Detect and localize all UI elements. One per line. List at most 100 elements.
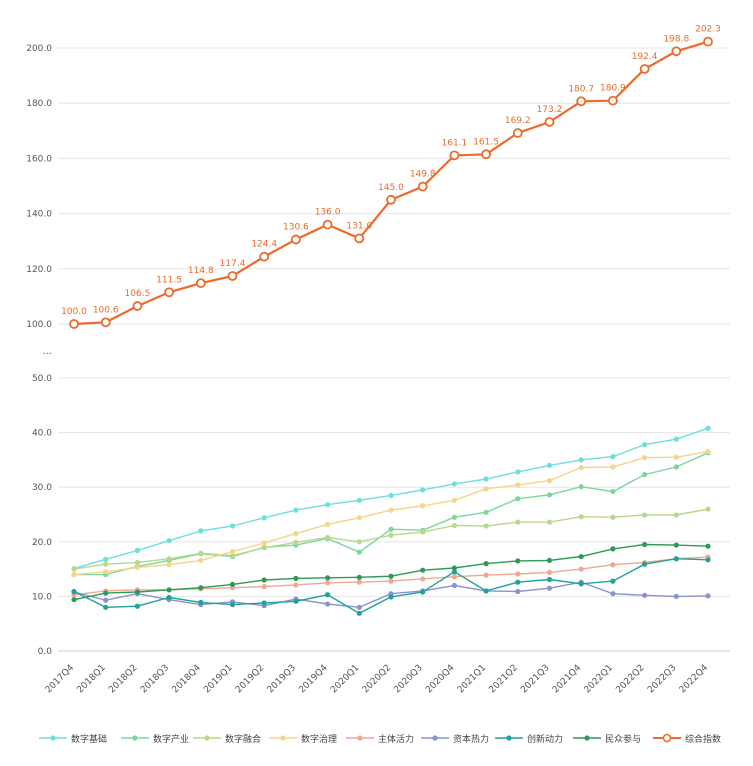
legend-item[interactable]: 资本热力 xyxy=(420,730,489,746)
data-point xyxy=(705,449,711,455)
legend-label: 资本热力 xyxy=(453,734,490,745)
data-point xyxy=(705,425,711,431)
data-point xyxy=(610,514,616,520)
data-label: 100.0 xyxy=(61,307,87,317)
data-point xyxy=(198,528,204,534)
data-point xyxy=(451,582,457,589)
data-point xyxy=(451,569,457,575)
data-point xyxy=(515,579,521,585)
data-point xyxy=(293,539,299,545)
data-point xyxy=(512,128,523,138)
y-tick-label: 0.0 xyxy=(38,647,53,657)
data-point xyxy=(610,562,616,568)
data-point xyxy=(259,251,270,262)
data-point xyxy=(166,594,172,601)
data-label: 202.3 xyxy=(695,25,721,35)
data-point xyxy=(290,234,301,245)
data-point xyxy=(198,550,204,556)
data-point xyxy=(198,599,204,606)
data-point xyxy=(261,577,267,583)
x-tick-label: 2021Q2 xyxy=(488,663,520,695)
data-point xyxy=(293,507,299,513)
data-point xyxy=(198,585,204,591)
legend-item[interactable]: 主体活力 xyxy=(345,730,414,746)
x-tick-label: 2020Q3 xyxy=(392,663,424,695)
data-point xyxy=(71,571,77,578)
x-tick-label: 2018Q1 xyxy=(75,663,107,695)
line-chart: 100.0 120.0 140.0 160.0 180.0 200.0 0.0 10.0 20.… xyxy=(26,25,730,696)
data-point xyxy=(451,565,457,571)
data-point xyxy=(608,95,618,106)
y-tick-label: 50.0 xyxy=(32,374,52,384)
legend-label: 主体活力 xyxy=(378,734,415,745)
data-point xyxy=(546,462,553,468)
data-point xyxy=(420,589,426,595)
y-tick-label: 120.0 xyxy=(26,265,52,275)
data-point xyxy=(293,531,299,537)
data-point xyxy=(671,46,682,57)
data-point xyxy=(515,469,521,475)
data-point xyxy=(673,464,679,470)
data-point xyxy=(420,567,426,573)
data-label: 180.7 xyxy=(568,84,594,94)
data-point xyxy=(515,519,521,525)
legend-item[interactable]: 数字融合 xyxy=(192,730,261,746)
x-tick-label: 2020Q2 xyxy=(361,663,393,695)
data-point xyxy=(356,549,362,555)
data-point xyxy=(546,569,553,575)
legend-item[interactable]: 数字治理 xyxy=(268,730,337,746)
legend-item[interactable]: 综合指数 xyxy=(652,730,721,746)
data-point xyxy=(103,569,109,575)
chart-legend: 数字基础 数字产业 数字融合 数字治理 主体活力 资本热力 创新动力 民众参与 综合指数 xyxy=(0,730,753,748)
legend-item[interactable]: 数字产业 xyxy=(120,730,189,746)
data-point xyxy=(325,502,331,508)
data-point xyxy=(134,589,140,595)
data-label: 114.8 xyxy=(188,266,214,276)
data-label: 124.4 xyxy=(251,240,277,250)
data-point xyxy=(451,514,457,520)
data-point xyxy=(449,150,460,161)
legend-label: 数字治理 xyxy=(301,734,338,745)
data-point xyxy=(356,497,362,503)
x-tick-label: 2020Q4 xyxy=(424,663,457,696)
data-point xyxy=(325,534,331,541)
data-point xyxy=(71,566,77,572)
legend-item[interactable]: 数字基础 xyxy=(38,730,107,746)
legend-swatch xyxy=(193,735,221,741)
data-point xyxy=(451,522,457,529)
data-point xyxy=(420,503,426,509)
data-point xyxy=(69,319,79,329)
data-point xyxy=(705,593,711,599)
data-point xyxy=(546,557,553,563)
data-point xyxy=(325,601,331,607)
data-label: 111.5 xyxy=(156,275,182,285)
legend-item[interactable]: 创新动力 xyxy=(494,730,563,746)
data-point xyxy=(576,96,587,107)
data-point xyxy=(705,543,711,549)
axis-break-mark: ... xyxy=(42,346,52,357)
data-point xyxy=(322,219,333,230)
data-point xyxy=(420,487,426,493)
legend-label: 民众参与 xyxy=(605,734,642,745)
y-tick-label: 20.0 xyxy=(32,538,52,548)
data-point xyxy=(325,521,331,527)
data-point xyxy=(103,604,109,610)
data-point xyxy=(71,597,77,603)
data-point xyxy=(673,436,679,442)
data-point xyxy=(642,541,648,548)
data-point xyxy=(388,532,394,538)
data-point xyxy=(610,488,616,495)
data-point xyxy=(642,592,648,598)
x-tick-label: 2022Q4 xyxy=(678,663,711,696)
data-point xyxy=(325,580,331,586)
data-point xyxy=(261,545,267,551)
data-point xyxy=(417,181,428,192)
data-point xyxy=(166,556,172,562)
data-point xyxy=(610,578,616,584)
data-point xyxy=(515,588,521,595)
legend-item[interactable]: 民众参与 xyxy=(572,730,641,746)
legend-swatch xyxy=(573,735,601,741)
y-tick-label: 40.0 xyxy=(32,429,52,439)
data-point xyxy=(134,603,140,609)
data-point xyxy=(544,117,555,127)
